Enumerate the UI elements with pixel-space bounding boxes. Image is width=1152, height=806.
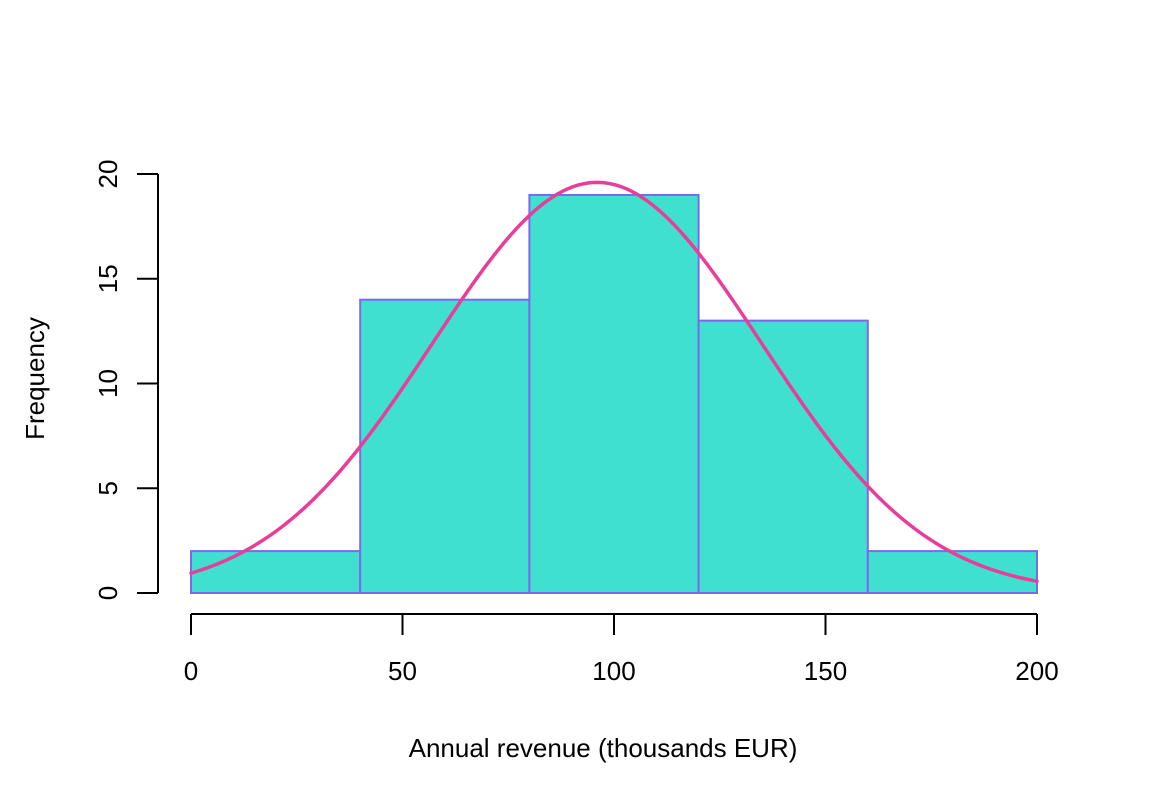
histogram-bar bbox=[190, 550, 362, 594]
x-tick-label: 150 bbox=[804, 656, 847, 686]
x-axis: 0 50 100 150 200 bbox=[184, 613, 1059, 686]
density-curve bbox=[189, 180, 1039, 584]
histogram-bar bbox=[359, 298, 531, 594]
y-axis: 0 5 10 15 20 bbox=[93, 160, 159, 600]
x-axis-title: Annual revenue (thousands EUR) bbox=[409, 733, 798, 763]
x-tick-label: 0 bbox=[184, 656, 198, 686]
y-tick-label: 20 bbox=[93, 160, 123, 189]
density-curve-layer bbox=[189, 180, 1039, 584]
x-tick-label: 100 bbox=[592, 656, 635, 686]
y-tick-label: 5 bbox=[93, 481, 123, 495]
histogram-bar bbox=[697, 319, 869, 594]
bars-layer bbox=[190, 193, 1038, 594]
x-tick-label: 200 bbox=[1015, 656, 1058, 686]
x-tick-label: 50 bbox=[388, 656, 417, 686]
y-axis-title: Frequency bbox=[20, 317, 50, 440]
y-tick-label: 0 bbox=[93, 586, 123, 600]
y-tick-label: 10 bbox=[93, 369, 123, 398]
y-tick-label: 15 bbox=[93, 264, 123, 293]
histogram-bar bbox=[866, 550, 1038, 594]
histogram-bar bbox=[528, 193, 700, 594]
